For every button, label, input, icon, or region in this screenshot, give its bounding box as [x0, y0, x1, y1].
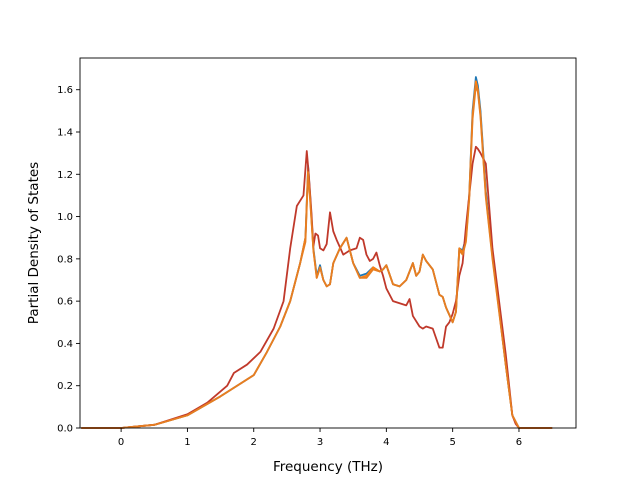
y-tick-label: 1.2 [57, 170, 73, 181]
x-tick-label: 6 [516, 437, 522, 448]
series-layer [81, 76, 553, 429]
series-line-4 [81, 84, 553, 429]
x-tick-label: 0 [118, 437, 124, 448]
series-line-3 [81, 145, 553, 429]
y-axis: 0.0 0.2 0.4 0.6 0.8 1.0 1.2 1.4 1.6 [57, 85, 80, 435]
y-tick-label: 0.6 [57, 297, 73, 308]
y-tick-label: 1.6 [57, 85, 73, 96]
x-tick-label: 4 [383, 437, 389, 448]
x-tick-label: 5 [449, 437, 455, 448]
x-tick-label: 1 [184, 437, 190, 448]
plot-frame [79, 57, 577, 429]
y-tick-label: 0.0 [57, 424, 73, 435]
x-tick-label: 2 [251, 437, 257, 448]
x-tick-label: 3 [317, 437, 323, 448]
x-axis-label: Frequency (THz) [273, 459, 383, 475]
y-tick-label: 0.2 [57, 381, 73, 392]
y-tick-label: 0.8 [57, 254, 73, 265]
y-tick-label: 1.4 [57, 128, 73, 139]
x-axis: 0 1 2 3 4 5 6 [118, 428, 522, 448]
y-tick-label: 0.4 [57, 339, 73, 350]
y-axis-label: Partial Density of States [26, 162, 42, 324]
y-tick-label: 1.0 [57, 212, 73, 223]
